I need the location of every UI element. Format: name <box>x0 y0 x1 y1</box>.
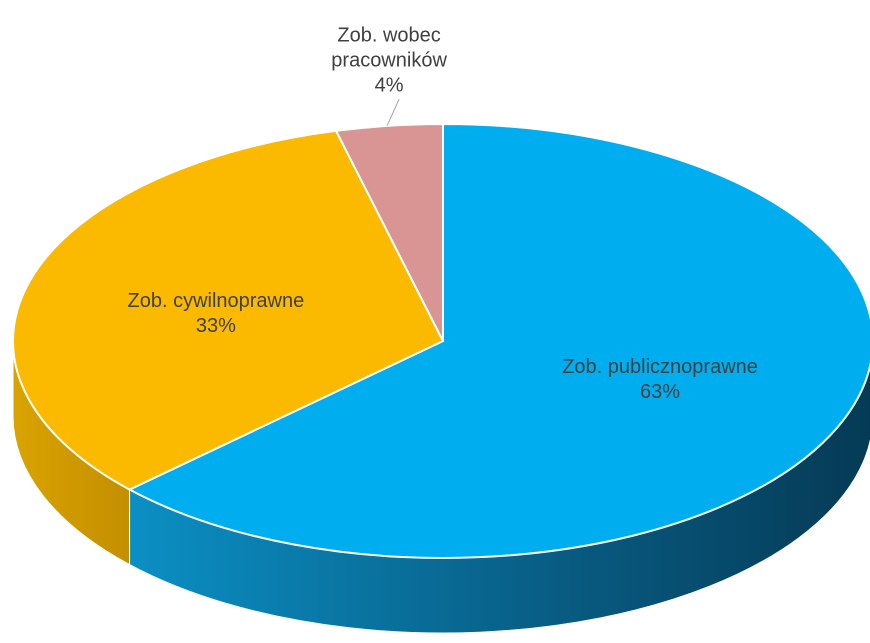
label-text: 63% <box>640 380 681 403</box>
leader-line <box>386 98 400 126</box>
data-label: Zob. publicznoprawne 63% <box>530 355 790 405</box>
label-text: Zob. cywilnoprawne <box>127 289 305 312</box>
slice <box>127 122 870 559</box>
leaders <box>386 98 400 126</box>
data-label: Zob. wobec pracowników 4% <box>314 24 464 99</box>
label-text: Zob. wobec pracowników <box>331 24 447 72</box>
slice <box>12 129 445 491</box>
label-text: Zob. publicznoprawne <box>562 355 758 378</box>
pie-tops <box>12 122 870 559</box>
label-text: 33% <box>195 314 236 337</box>
data-label: Zob. cywilnoprawne 33% <box>86 289 346 339</box>
slice <box>334 122 444 342</box>
label-text: 4% <box>374 74 404 97</box>
